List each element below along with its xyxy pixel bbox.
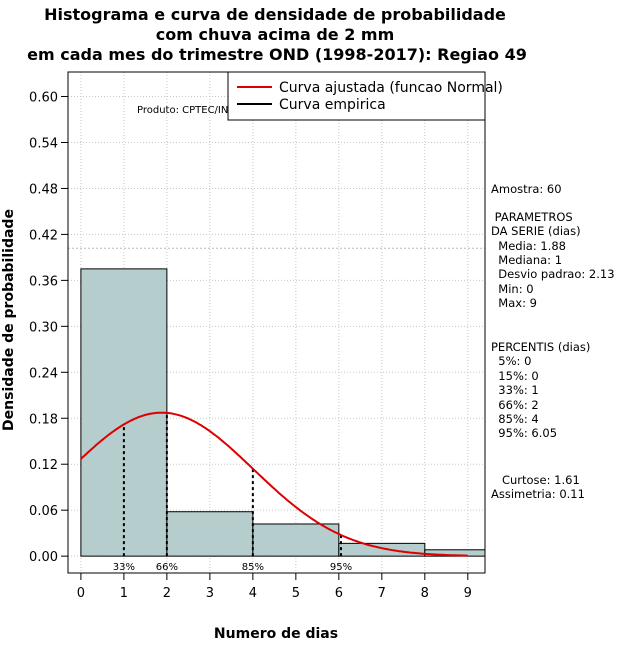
stats-assimetria: Assimetria: 0.11 xyxy=(491,487,585,501)
percentile-label-85pct: 85% xyxy=(242,562,264,573)
histogram-bar-1 xyxy=(166,511,254,557)
legend-label-empirica: Curva empirica xyxy=(279,97,386,113)
x-tick-label-0: 0 xyxy=(77,586,85,601)
y-tick-label-0.24: 0.24 xyxy=(29,366,58,381)
x-axis-label: Numero de dias xyxy=(214,626,338,642)
axis-layer: 0 1 2 3 4 5 6 7 8 9 0.00 0.06 0.12 0.18 0.24 0.30 0.36 0.… xyxy=(29,91,472,601)
stats-amostra: Amostra: 60 xyxy=(491,182,562,196)
chart-title-line1: Histograma e curva de densidade de proba… xyxy=(44,5,506,24)
stats-max: Max: 9 xyxy=(491,296,537,310)
stats-p85: 85%: 4 xyxy=(491,412,539,426)
credit-text: Produto: CPTEC/INPE xyxy=(137,105,241,116)
normal-curve xyxy=(80,411,468,557)
stats-p33: 33%: 1 xyxy=(491,383,539,397)
percentile-label-95pct: 95% xyxy=(330,562,352,573)
legend-label-normal: Curva ajustada (funcao Normal) xyxy=(279,80,503,96)
x-tick-label-1: 1 xyxy=(120,586,128,601)
y-tick-label-0.48: 0.48 xyxy=(29,182,58,197)
y-tick-label-0.30: 0.30 xyxy=(29,320,58,335)
y-tick-label-0.36: 0.36 xyxy=(29,274,58,289)
stats-min: Min: 0 xyxy=(491,282,534,296)
stats-p95: 95%: 6.05 xyxy=(491,426,558,440)
stats-param-title2: DA SERIE (dias) xyxy=(491,224,581,238)
percentile-lines-layer: 33% 66% 85% 95% xyxy=(113,412,352,573)
y-tick-label-0.00: 0.00 xyxy=(29,550,58,565)
y-tick-label-0.18: 0.18 xyxy=(29,412,58,427)
stats-media: Media: 1.88 xyxy=(491,239,566,253)
y-tick-label-0.54: 0.54 xyxy=(29,136,58,151)
legend: Curva ajustada (funcao Normal) Curva emp… xyxy=(227,71,503,121)
y-tick-label-0.06: 0.06 xyxy=(29,504,58,519)
stats-curtose: Curtose: 1.61 xyxy=(491,473,580,487)
x-tick-label-8: 8 xyxy=(421,586,429,601)
stats-desvio: Desvio padrao: 2.13 xyxy=(491,267,615,281)
x-tick-label-9: 9 xyxy=(464,586,472,601)
x-tick-label-6: 6 xyxy=(335,586,343,601)
stats-perc-title: PERCENTIS (dias) xyxy=(491,340,591,354)
stats-p5: 5%: 0 xyxy=(491,354,532,368)
histogram-bar-3 xyxy=(338,542,426,557)
curve-layer xyxy=(80,411,468,557)
y-tick-label-0.60: 0.60 xyxy=(29,91,58,106)
chart-title-line2: com chuva acima de 2 mm xyxy=(156,25,395,44)
y-tick-label-0.12: 0.12 xyxy=(29,458,58,473)
legend-box xyxy=(227,71,486,121)
x-tick-label-3: 3 xyxy=(206,586,214,601)
stats-p66: 66%: 2 xyxy=(491,398,539,412)
y-axis-label: Densidade de probabilidade xyxy=(1,209,17,431)
x-tick-label-4: 4 xyxy=(249,586,257,601)
percentile-label-66pct: 66% xyxy=(156,562,178,573)
x-tick-label-7: 7 xyxy=(378,586,386,601)
chart-title-line3: em cada mes do trimestre OND (1998-2017)… xyxy=(27,45,527,64)
histogram-bar-2 xyxy=(252,523,340,557)
x-tick-label-5: 5 xyxy=(292,586,300,601)
stats-p15: 15%: 0 xyxy=(491,369,539,383)
y-tick-label-0.42: 0.42 xyxy=(29,228,58,243)
x-tick-label-2: 2 xyxy=(163,586,171,601)
stats-param-title1: PARAMETROS xyxy=(491,210,573,224)
stats-mediana: Mediana: 1 xyxy=(491,253,563,267)
percentile-label-33pct: 33% xyxy=(113,562,135,573)
